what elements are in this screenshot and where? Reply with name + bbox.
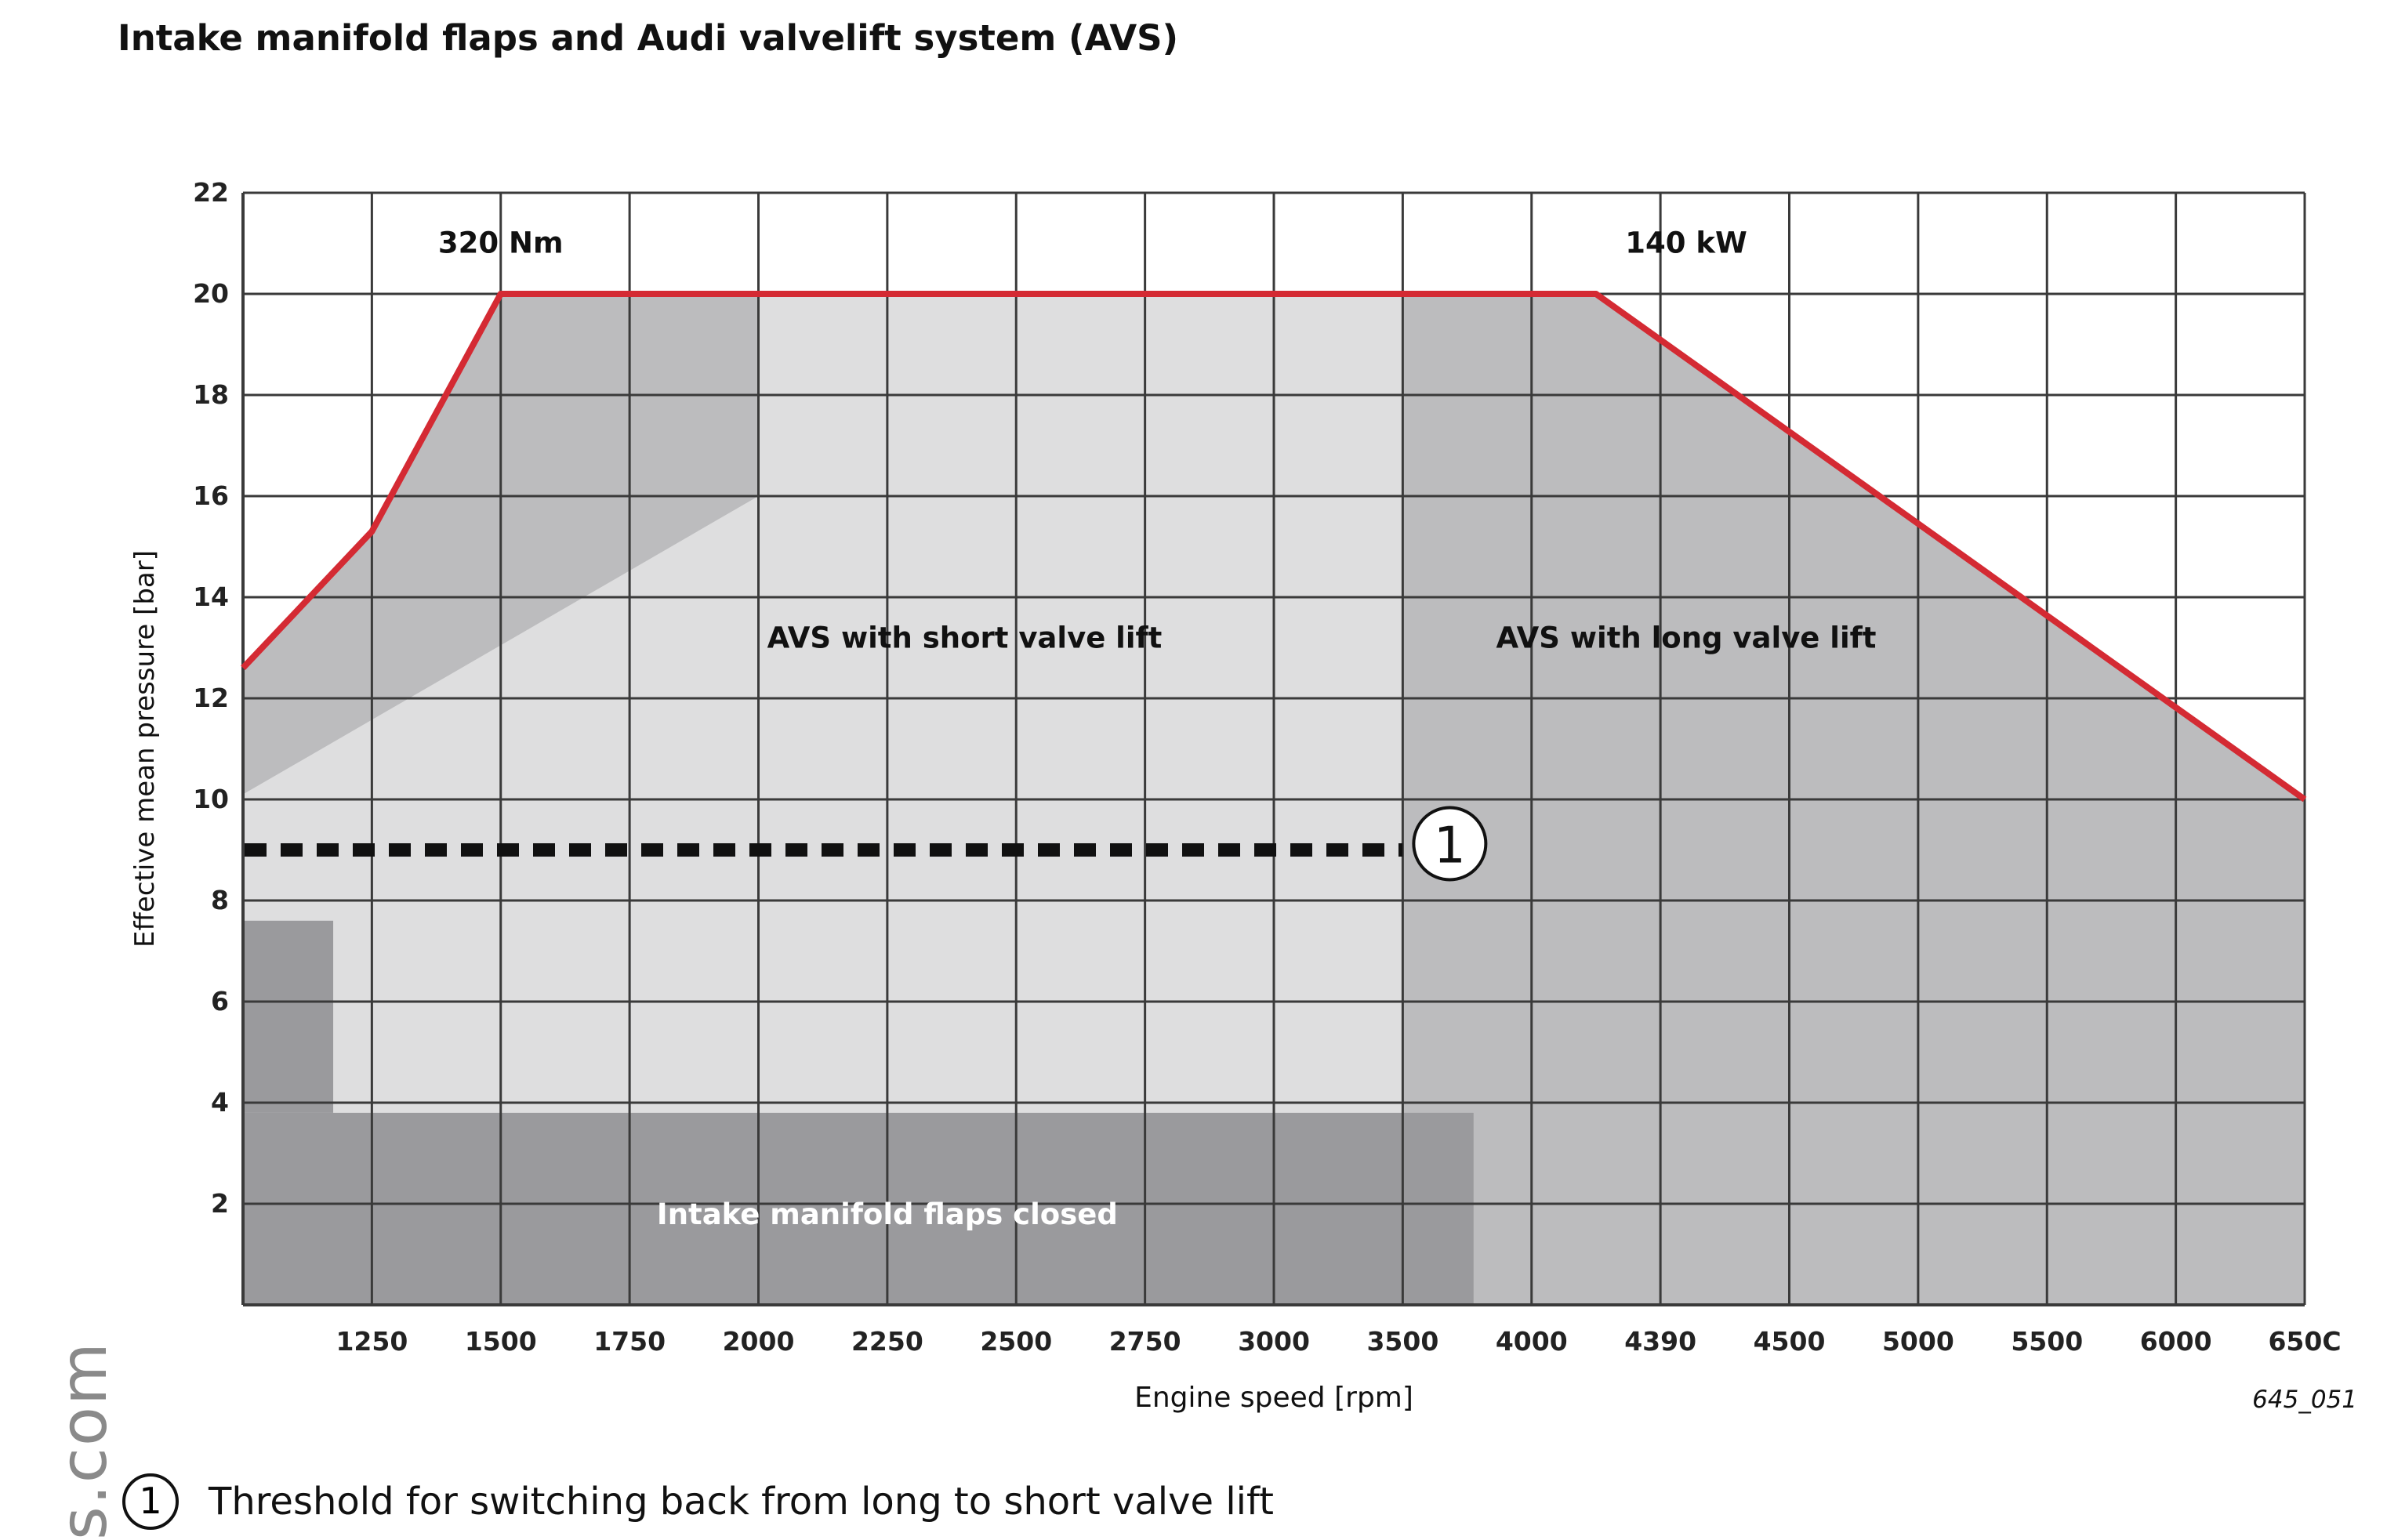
grid-layer <box>241 191 2306 1306</box>
label-layer: 1250 1500 1750 2000 2250 2500 2750 3000 3500 4000… <box>129 177 2342 1414</box>
y-axis-label: Effective mean pressure [bar] <box>129 550 161 948</box>
region-flaps-closed <box>243 1112 1474 1305</box>
x-tick-label: 1500 <box>465 1326 537 1357</box>
y-tick-label: 2 <box>211 1188 229 1219</box>
region-label-long: AVS with long valve lift <box>1496 621 1877 655</box>
y-tick-label: 4 <box>211 1087 229 1118</box>
x-tick-label: 4000 <box>1496 1326 1568 1357</box>
x-tick-label: 2500 <box>980 1326 1052 1357</box>
y-tick-label: 16 <box>193 480 229 511</box>
y-tick-label: 22 <box>193 177 229 208</box>
x-axis-label: Engine speed [rpm] <box>1134 1382 1413 1414</box>
chart-title: Intake manifold flaps and Audi valvelift… <box>118 17 1179 59</box>
footnote-text: Threshold for switching back from long t… <box>209 1480 1274 1524</box>
threshold-marker-label: 1 <box>1434 817 1466 875</box>
x-tick-label: 5500 <box>2011 1326 2083 1357</box>
region-long-valve-lift <box>1402 294 2305 1305</box>
line-layer: 1 <box>241 291 2307 882</box>
x-tick-label: 1750 <box>593 1326 666 1357</box>
x-tick-label: 3000 <box>1238 1326 1310 1357</box>
x-tick-label: 2000 <box>723 1326 795 1357</box>
y-tick-label: 10 <box>193 784 229 814</box>
y-tick-label: 6 <box>211 986 229 1016</box>
region-label-flaps: Intake manifold flaps closed <box>657 1198 1118 1231</box>
x-tick-label: 4500 <box>1754 1326 1826 1357</box>
annotation-label: 320 Nm <box>438 226 564 260</box>
y-tick-label: 18 <box>193 379 229 410</box>
x-tick-label: 650C <box>2268 1326 2341 1357</box>
y-tick-label: 14 <box>193 582 229 612</box>
y-tick-label: 8 <box>211 885 229 915</box>
watermark: s.com <box>47 1341 122 1540</box>
y-tick-label: 12 <box>193 683 229 713</box>
x-tick-label: 1250 <box>336 1326 408 1357</box>
x-tick-label: 6000 <box>2140 1326 2212 1357</box>
x-tick-label: 2750 <box>1109 1326 1181 1357</box>
footnote-marker: 1 <box>122 1473 179 1530</box>
y-tick-label: 20 <box>193 278 229 309</box>
region-label-short: AVS with short valve lift <box>767 621 1163 655</box>
annotation-label: 140 kW <box>1625 226 1747 260</box>
threshold-marker <box>1412 806 1488 882</box>
x-tick-label: 4390 <box>1624 1326 1696 1357</box>
x-tick-label: 2250 <box>851 1326 923 1357</box>
region-flaps-closed-step <box>243 920 334 1113</box>
figure-code: 645_051 <box>2252 1386 2357 1414</box>
footnote-marker-text: 1 <box>139 1480 161 1522</box>
x-tick-label: 3500 <box>1366 1326 1438 1357</box>
x-tick-label: 5000 <box>1882 1326 1954 1357</box>
full-load-line <box>241 291 2307 803</box>
